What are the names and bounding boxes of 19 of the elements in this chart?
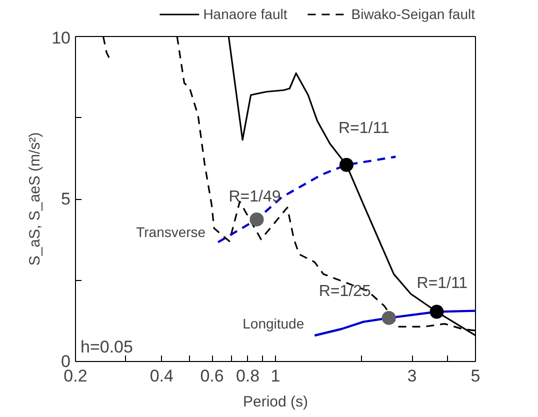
x-axis-title: Period (s): [242, 394, 308, 410]
x-tick-label: 0.4: [150, 366, 174, 386]
x-tick-label: 0.8: [236, 366, 260, 386]
x-tick-label: 3: [407, 366, 417, 386]
legend-label: Hanaore fault: [203, 6, 288, 22]
x-tick-label: 5: [470, 366, 480, 386]
annotation: h=0.05: [80, 338, 133, 356]
y-tick-label: 10: [52, 28, 71, 48]
annotation: R=1/11: [416, 274, 468, 292]
y-axis-title: S_aS, S_aeS (m/s²): [26, 132, 44, 266]
annotation: R=1/49: [228, 188, 281, 206]
annotation: Transverse: [136, 224, 206, 240]
annotation: R=1/25: [318, 282, 372, 300]
x-tick-label: 1: [270, 366, 280, 386]
x-tick-label: 0.6: [200, 366, 224, 386]
y-tick-label: 5: [61, 190, 71, 208]
annotation: R=1/11: [338, 120, 390, 137]
legend-label: Biwako-Seigan fault: [351, 6, 475, 22]
annotation: Longitude: [242, 316, 304, 332]
